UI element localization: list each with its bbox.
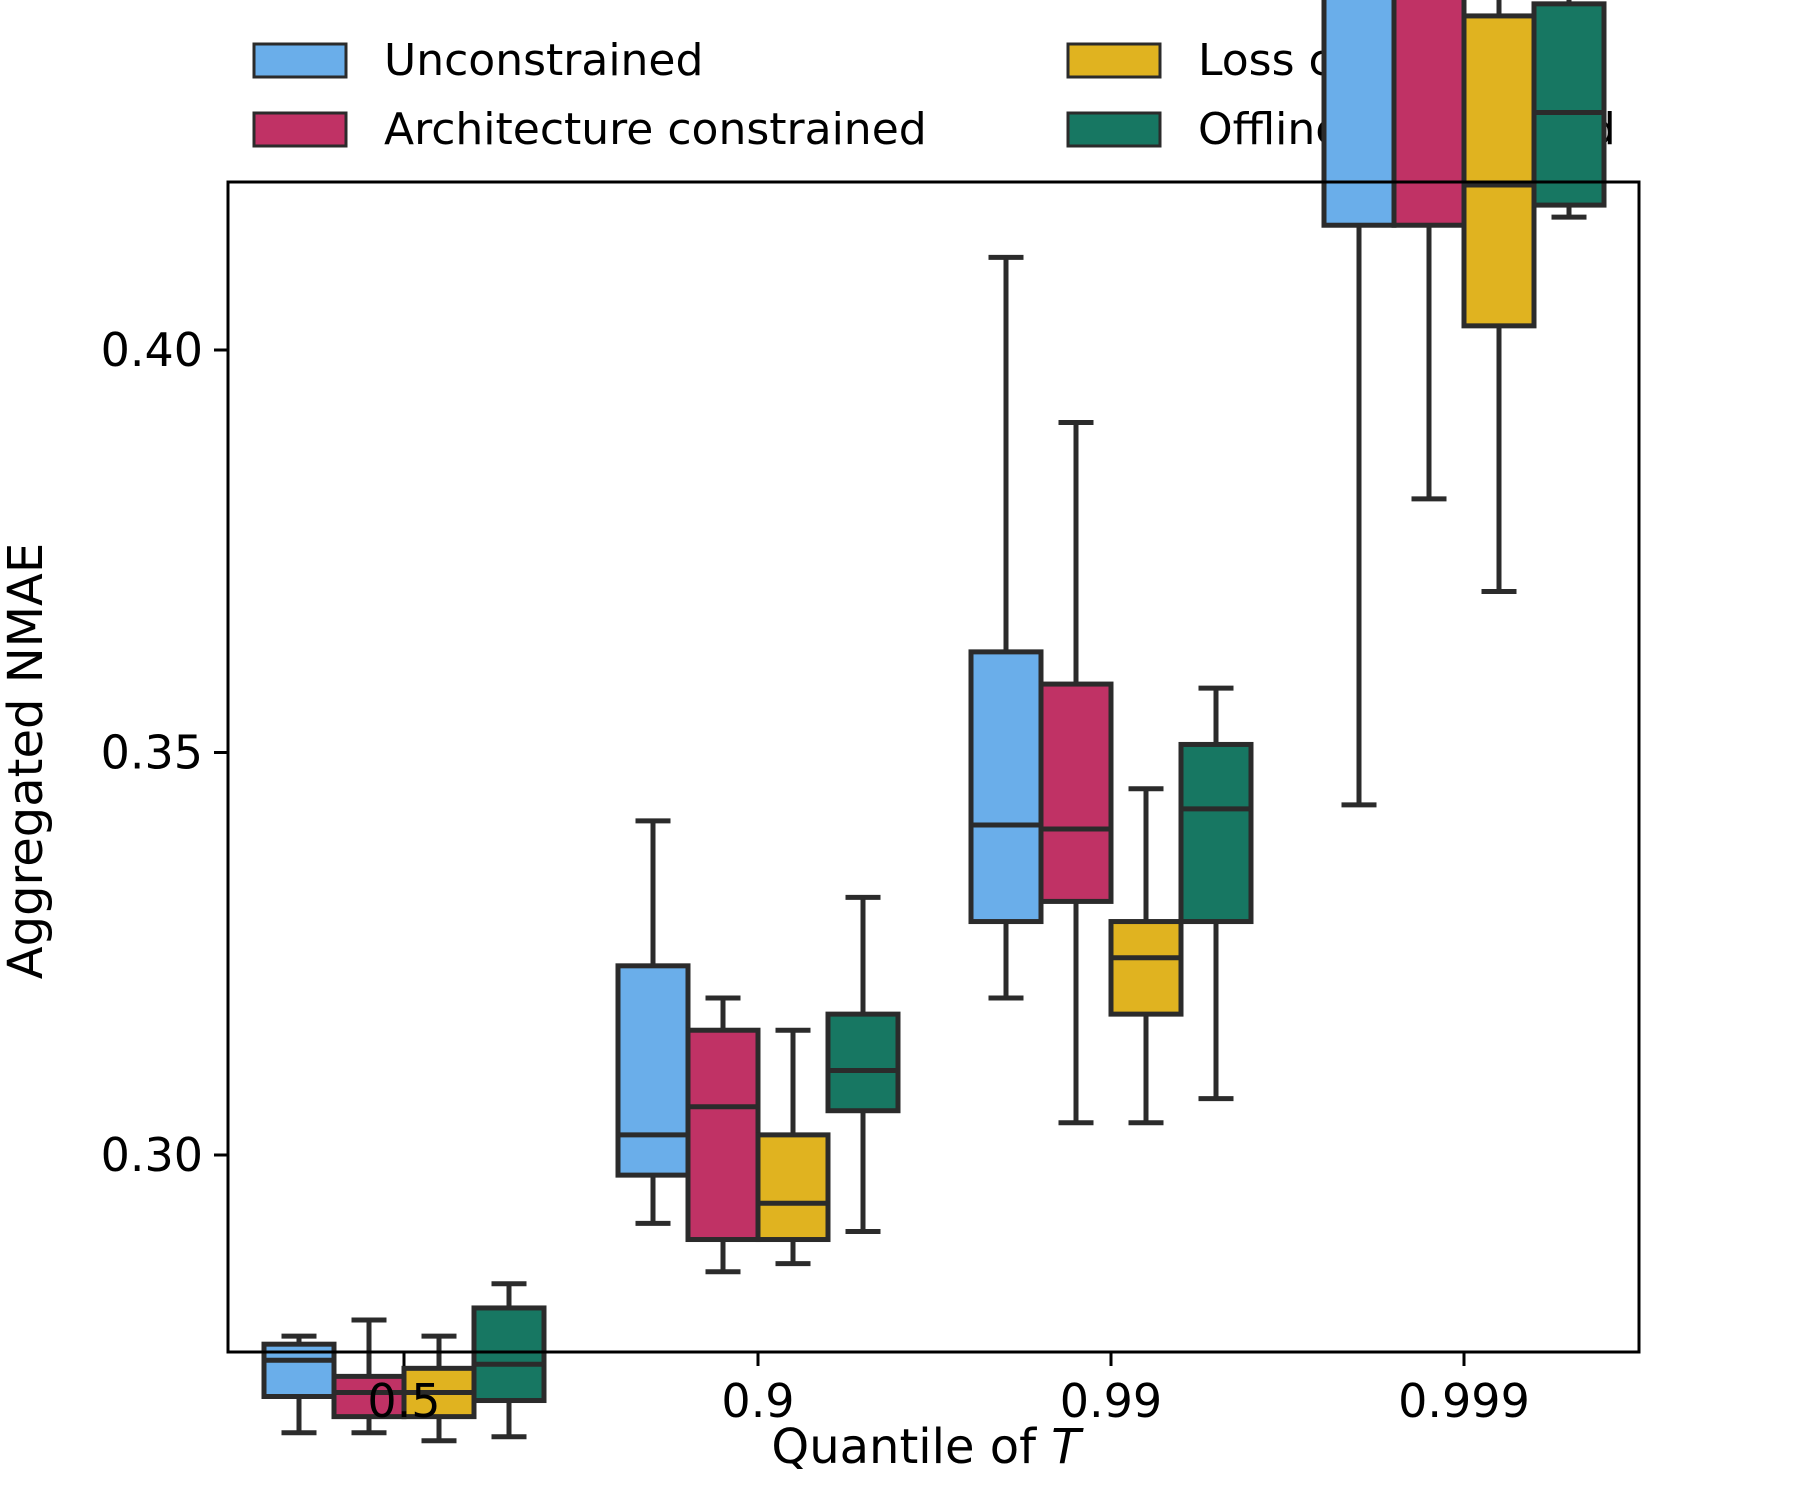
box-1-2 xyxy=(1038,419,1114,1126)
box-iqr xyxy=(1038,681,1114,904)
box-iqr xyxy=(1108,919,1184,1017)
box-0-2 xyxy=(968,254,1044,1001)
x-axis-title-variable: T xyxy=(1051,1419,1084,1475)
box-1-3 xyxy=(1391,0,1467,502)
legend-label: Architecture constrained xyxy=(384,104,927,155)
box-1-1 xyxy=(685,995,761,1275)
legend-swatch xyxy=(252,42,348,79)
x-tick-label: 0.999 xyxy=(1398,1374,1530,1428)
legend-swatch xyxy=(252,111,348,148)
box-2-3 xyxy=(1461,0,1537,594)
axes-frame xyxy=(226,180,1641,1354)
box-iqr xyxy=(825,1011,901,1114)
box-iqr xyxy=(1461,13,1537,329)
box-2-2 xyxy=(1108,786,1184,1126)
y-tick-label: 0.40 xyxy=(101,323,203,377)
y-axis-title: Aggregated NMAE xyxy=(0,543,54,979)
x-axis-title: Quantile of T xyxy=(771,1419,1084,1475)
legend-swatch xyxy=(1066,42,1162,79)
box-iqr xyxy=(1391,0,1467,228)
box-iqr xyxy=(1531,1,1607,208)
box-3-0 xyxy=(471,1281,547,1440)
legend-swatch xyxy=(1066,111,1162,148)
x-axis: 0.5 0.9 0.99 0.999 xyxy=(367,1352,1530,1428)
box-3-3 xyxy=(1531,0,1607,220)
box-3-1 xyxy=(825,894,901,1234)
legend-label: Unconstrained xyxy=(384,35,703,86)
box-2-1 xyxy=(755,1027,831,1267)
box-0-3 xyxy=(1321,0,1397,808)
box-3-2 xyxy=(1178,685,1254,1102)
y-axis: 0.300.350.400.450.50 xyxy=(101,323,228,1182)
box-iqr xyxy=(471,1305,547,1404)
x-axis-title-prefix: Quantile of xyxy=(771,1419,1051,1475)
box-iqr xyxy=(755,1132,831,1243)
y-tick-label: 0.30 xyxy=(101,1128,203,1182)
box-0-1 xyxy=(615,818,691,1226)
box-iqr xyxy=(615,963,691,1178)
box-iqr xyxy=(968,649,1044,925)
box-iqr xyxy=(685,1027,761,1243)
box-iqr xyxy=(1178,741,1254,925)
x-tick-label: 0.5 xyxy=(367,1374,440,1428)
y-tick-label: 0.35 xyxy=(101,726,203,780)
legend-entry: Unconstrained xyxy=(252,35,703,86)
x-tick-label: 0.99 xyxy=(1060,1374,1162,1428)
plot-area xyxy=(226,0,1641,1444)
legend-entry: Architecture constrained xyxy=(252,104,927,155)
x-tick-label: 0.9 xyxy=(721,1374,794,1428)
box-iqr xyxy=(1321,0,1397,228)
